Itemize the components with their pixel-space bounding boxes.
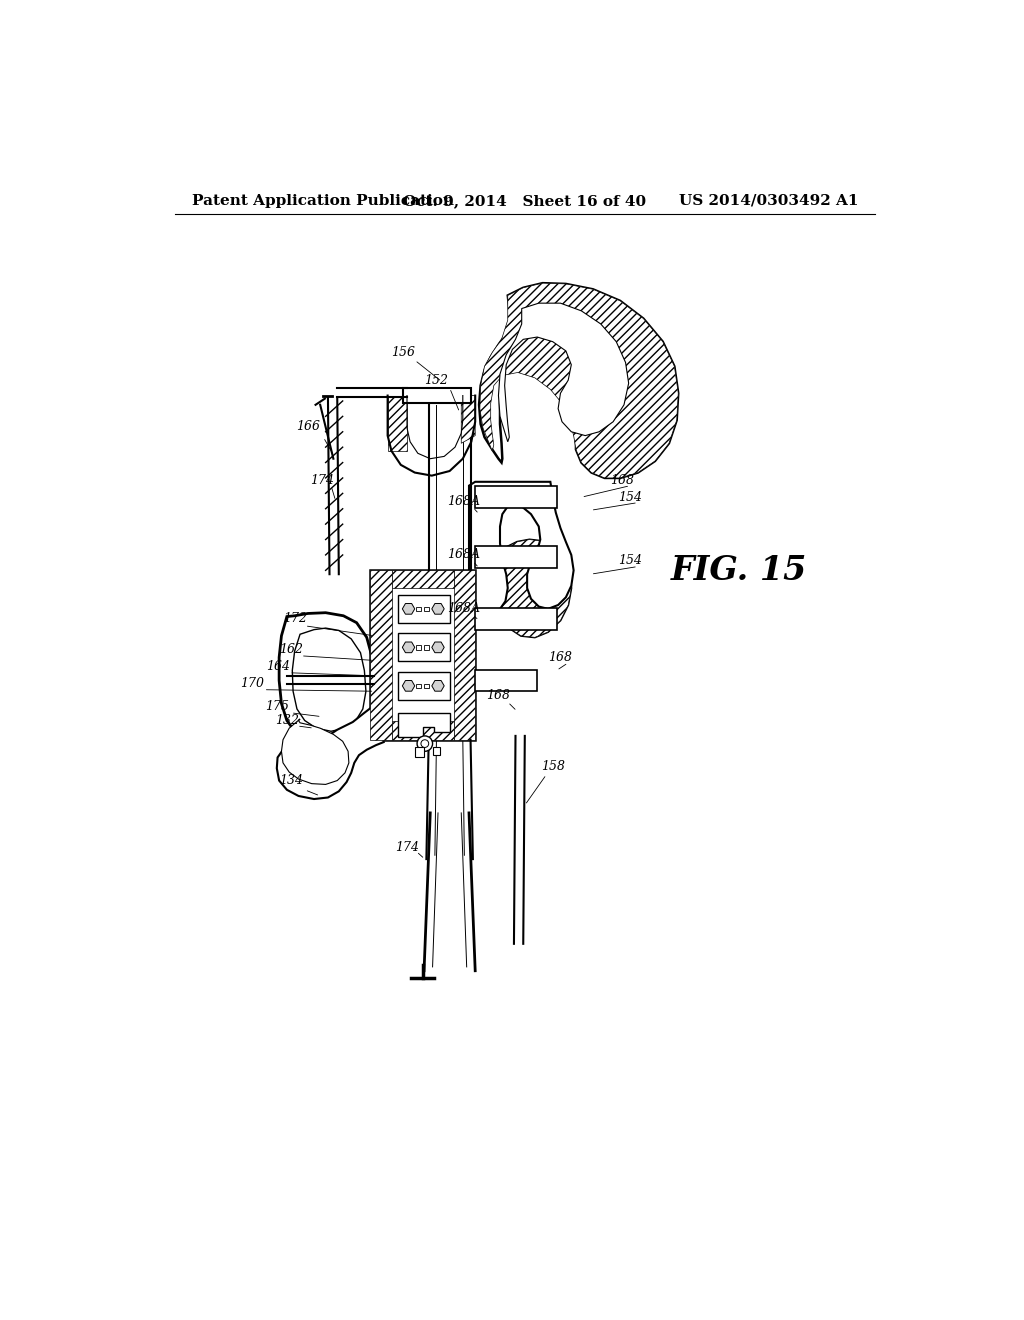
Polygon shape — [454, 570, 475, 739]
Text: 166: 166 — [297, 420, 321, 433]
Circle shape — [421, 739, 429, 747]
Polygon shape — [403, 388, 471, 404]
Text: 154: 154 — [618, 554, 642, 566]
Polygon shape — [397, 713, 450, 738]
Bar — [417, 607, 421, 611]
Polygon shape — [402, 681, 415, 692]
Text: 170: 170 — [240, 677, 264, 690]
Polygon shape — [475, 546, 557, 568]
Polygon shape — [480, 540, 571, 638]
Polygon shape — [391, 570, 454, 589]
Polygon shape — [475, 487, 557, 508]
Polygon shape — [402, 642, 415, 652]
Text: 168A: 168A — [447, 602, 480, 615]
Polygon shape — [403, 388, 471, 404]
Polygon shape — [479, 284, 678, 478]
Polygon shape — [475, 546, 557, 568]
Text: 156: 156 — [391, 346, 415, 359]
Polygon shape — [475, 609, 557, 630]
Polygon shape — [280, 612, 375, 744]
Text: 134: 134 — [279, 774, 303, 787]
Text: 164: 164 — [266, 660, 291, 673]
Text: US 2014/0303492 A1: US 2014/0303492 A1 — [679, 194, 858, 207]
Polygon shape — [292, 628, 366, 731]
Polygon shape — [475, 669, 538, 692]
Text: Oct. 9, 2014   Sheet 16 of 40: Oct. 9, 2014 Sheet 16 of 40 — [403, 194, 646, 207]
Polygon shape — [370, 570, 391, 739]
Text: 175: 175 — [265, 700, 290, 713]
Polygon shape — [475, 609, 557, 630]
Text: 174: 174 — [395, 841, 419, 854]
Bar — [432, 747, 440, 755]
Polygon shape — [282, 719, 349, 784]
Text: 168: 168 — [486, 689, 510, 702]
Text: 168A: 168A — [447, 495, 480, 508]
Polygon shape — [432, 603, 444, 614]
Bar — [424, 645, 429, 649]
Text: 162: 162 — [279, 643, 303, 656]
Text: 172: 172 — [283, 612, 306, 626]
Bar — [424, 684, 429, 688]
Text: FIG. 15: FIG. 15 — [671, 554, 807, 587]
Polygon shape — [499, 304, 629, 442]
Polygon shape — [280, 612, 375, 744]
Text: Patent Application Publication: Patent Application Publication — [191, 194, 454, 207]
Text: 174: 174 — [309, 474, 334, 487]
Bar — [424, 607, 429, 611]
Polygon shape — [432, 642, 444, 652]
Polygon shape — [402, 603, 415, 614]
Polygon shape — [370, 570, 475, 739]
Polygon shape — [475, 669, 538, 692]
Bar — [417, 645, 421, 649]
Polygon shape — [461, 396, 475, 444]
Bar — [415, 747, 424, 756]
Polygon shape — [480, 540, 571, 638]
Polygon shape — [388, 396, 407, 451]
Text: 168A: 168A — [447, 548, 480, 561]
Text: 132: 132 — [274, 714, 299, 727]
Polygon shape — [397, 595, 450, 623]
Text: 152: 152 — [425, 374, 449, 387]
Polygon shape — [397, 634, 450, 661]
Polygon shape — [480, 284, 678, 478]
Polygon shape — [469, 482, 573, 619]
Polygon shape — [391, 721, 454, 739]
Polygon shape — [397, 672, 450, 700]
Polygon shape — [432, 681, 444, 692]
Text: 168: 168 — [610, 474, 635, 487]
Bar — [417, 684, 421, 688]
Polygon shape — [276, 705, 384, 799]
Polygon shape — [475, 487, 557, 508]
Text: 168: 168 — [549, 651, 572, 664]
Text: 154: 154 — [618, 491, 642, 504]
Polygon shape — [276, 705, 384, 799]
Text: 158: 158 — [541, 760, 564, 774]
Circle shape — [417, 737, 432, 751]
